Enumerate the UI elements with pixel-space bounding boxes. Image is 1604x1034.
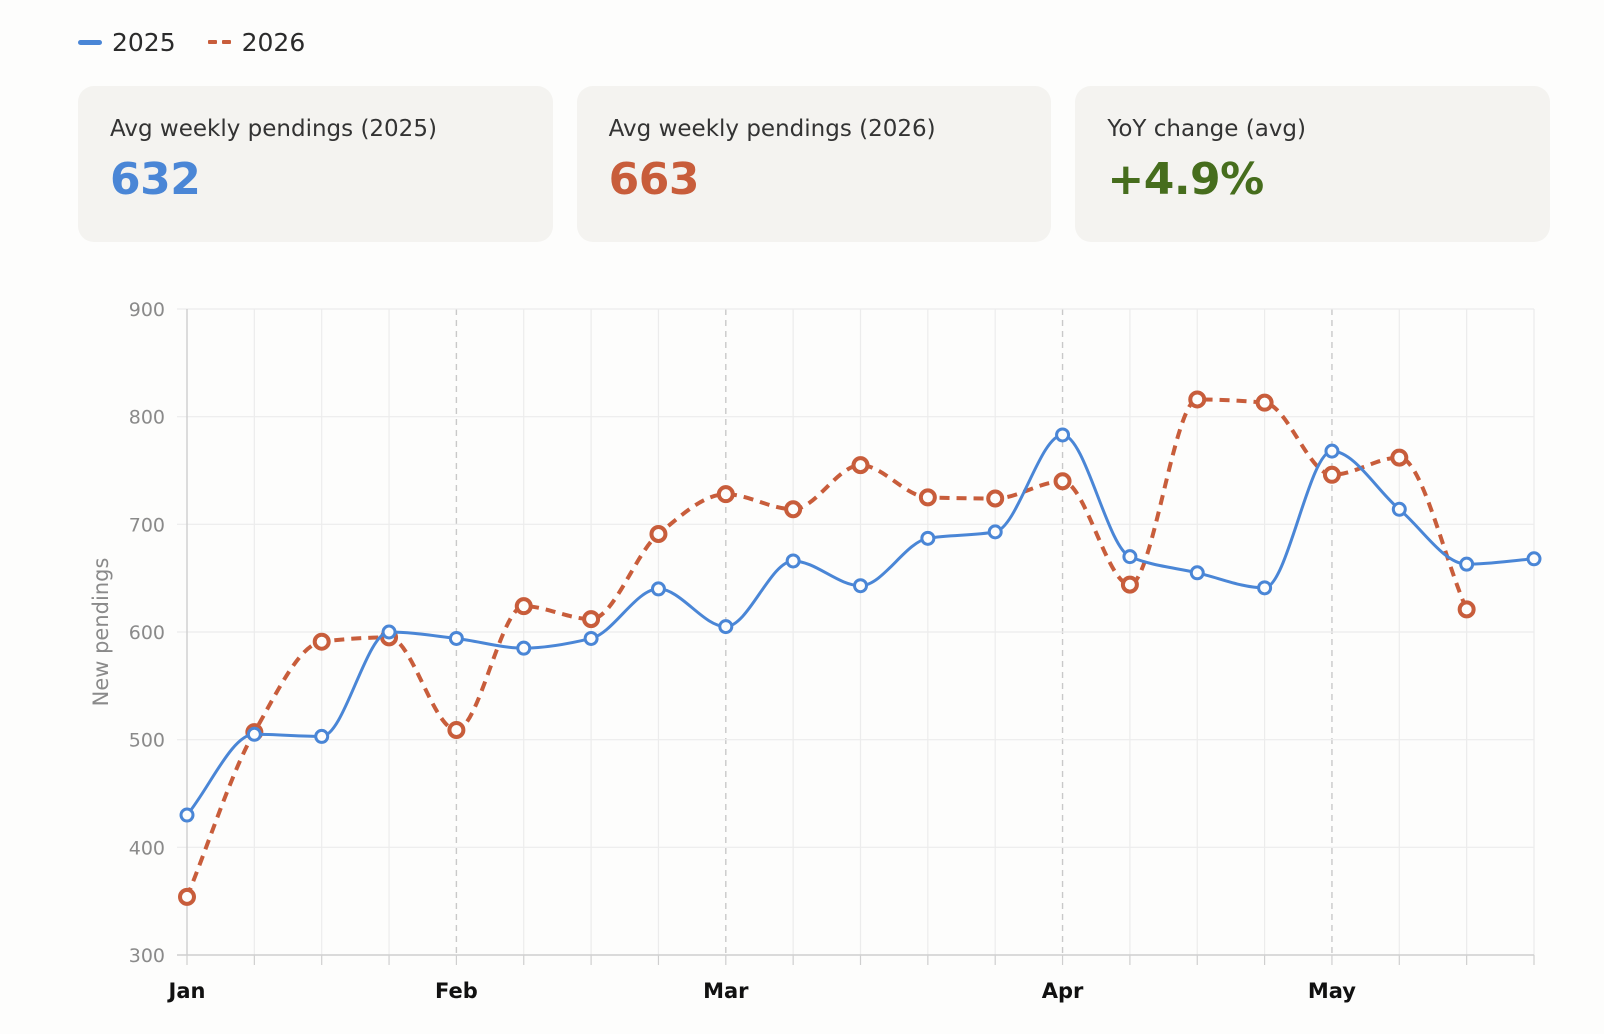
data-point-2026 <box>1390 448 1409 467</box>
data-point-2025 <box>179 807 195 823</box>
data-point-2025 <box>448 630 464 646</box>
y-tick-label: 700 <box>129 514 165 536</box>
data-point-2026 <box>1457 600 1476 619</box>
card-avg-2026-label: Avg weekly pendings (2026) <box>608 116 936 142</box>
data-point-2026 <box>986 489 1005 508</box>
data-point-2025 <box>314 728 330 744</box>
data-point-2026 <box>1120 575 1139 594</box>
y-tick-label: 400 <box>129 837 165 859</box>
data-point-2026 <box>649 525 668 544</box>
data-point-2025 <box>785 553 801 569</box>
data-point-2025 <box>516 640 532 656</box>
data-point-2025 <box>853 578 868 594</box>
data-point-2026 <box>178 887 196 906</box>
y-tick-label: 900 <box>129 299 165 321</box>
legend-item-2025[interactable]: 2025 <box>78 28 176 57</box>
y-tick-label: 800 <box>129 407 165 429</box>
card-avg-2026: Avg weekly pendings (2026) 663 <box>576 86 1052 242</box>
data-point-2025 <box>987 524 1003 540</box>
legend-swatch-2026 <box>207 40 232 45</box>
data-point-2026 <box>918 488 937 507</box>
data-point-2025 <box>583 630 599 646</box>
data-point-2025 <box>1189 565 1205 581</box>
card-avg-2025: Avg weekly pendings (2025) 632 <box>78 86 553 242</box>
data-point-2025 <box>1055 427 1071 443</box>
data-point-2025 <box>246 726 262 742</box>
data-point-2026 <box>312 632 331 651</box>
card-avg-2026-value: 663 <box>608 154 700 205</box>
data-point-2025 <box>381 624 397 640</box>
x-tick-label: May <box>1308 979 1356 1003</box>
data-point-2025 <box>1391 501 1407 517</box>
y-tick-label: 600 <box>129 622 165 644</box>
data-point-2025 <box>920 530 936 546</box>
card-yoy-change-value: +4.9% <box>1107 154 1264 205</box>
chart-grid: 300 400 500 600 700 800 900 <box>129 299 1535 967</box>
legend-label-2026: 2026 <box>241 28 306 57</box>
x-tick-label: Jan <box>167 979 206 1003</box>
data-point-2026 <box>784 500 803 519</box>
series-2026 <box>178 390 1476 906</box>
x-tick-label: Mar <box>703 979 749 1003</box>
y-tick-label: 300 <box>129 945 165 967</box>
legend-swatch-2025 <box>78 40 102 45</box>
x-tick-label: Apr <box>1042 979 1084 1003</box>
data-point-2025 <box>1459 556 1475 572</box>
data-point-2026 <box>447 720 466 739</box>
y-axis-label: New pendings <box>89 558 113 707</box>
data-point-2025 <box>1324 443 1340 459</box>
data-point-2026 <box>514 597 533 616</box>
data-point-2026 <box>582 610 601 629</box>
series-2025 <box>179 427 1542 823</box>
card-avg-2025-label: Avg weekly pendings (2025) <box>110 116 437 142</box>
chart-legend: 2025 2026 <box>78 28 305 57</box>
data-point-2026 <box>1255 393 1274 412</box>
legend-label-2025: 2025 <box>112 28 176 57</box>
data-point-2026 <box>716 485 735 504</box>
card-yoy-change: YoY change (avg) +4.9% <box>1075 86 1551 242</box>
data-point-2026 <box>1188 390 1207 409</box>
summary-cards: Avg weekly pendings (2025) 632 Avg weekl… <box>78 86 1551 242</box>
data-point-2025 <box>718 619 734 635</box>
data-point-2025 <box>650 581 666 597</box>
y-tick-label: 500 <box>129 730 165 752</box>
x-tick-label: Feb <box>435 979 478 1003</box>
card-yoy-change-label: YoY change (avg) <box>1107 116 1306 142</box>
data-point-2025 <box>1122 549 1138 565</box>
data-point-2026 <box>1053 472 1072 491</box>
data-point-2025 <box>1526 551 1542 567</box>
data-point-2026 <box>851 456 870 475</box>
card-avg-2025-value: 632 <box>110 154 201 205</box>
legend-item-2026[interactable]: 2026 <box>207 28 306 57</box>
series-line-2026 <box>185 397 1469 898</box>
data-point-2026 <box>1322 465 1341 484</box>
data-point-2025 <box>1257 580 1273 596</box>
